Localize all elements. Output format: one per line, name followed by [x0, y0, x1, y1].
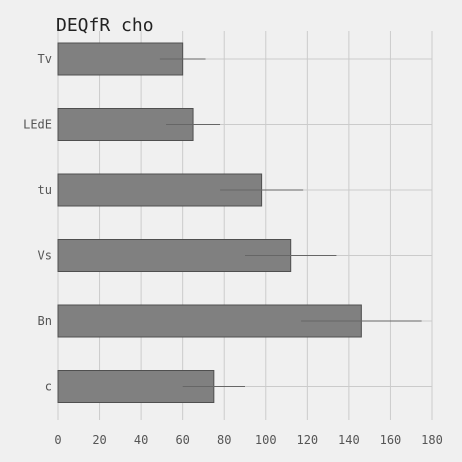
y-tick-label: Bn: [38, 314, 52, 328]
plot-area: 0 20 40 60 80 100 120 140 160 180 Tv LEdE tu Vs Bn c: [23, 31, 443, 447]
x-tick-label: 20: [92, 433, 106, 447]
x-tick-label: 100: [255, 433, 277, 447]
x-tick-label: 0: [54, 433, 61, 447]
x-tick-label: 160: [380, 433, 402, 447]
y-tick-label: tu: [38, 183, 52, 197]
x-tick-label: 80: [217, 433, 231, 447]
x-tick-label: 140: [338, 433, 360, 447]
x-tick-label: 120: [296, 433, 318, 447]
y-tick-label: Tv: [38, 52, 52, 66]
chart-title: DEQfR cho: [56, 15, 154, 36]
x-tick-label: 180: [421, 433, 443, 447]
x-tick-label: 40: [134, 433, 148, 447]
y-tick-label: Vs: [38, 249, 52, 263]
y-tick-label: c: [45, 380, 52, 394]
x-tick-label: 60: [175, 433, 189, 447]
y-tick-label: LEdE: [23, 118, 52, 132]
